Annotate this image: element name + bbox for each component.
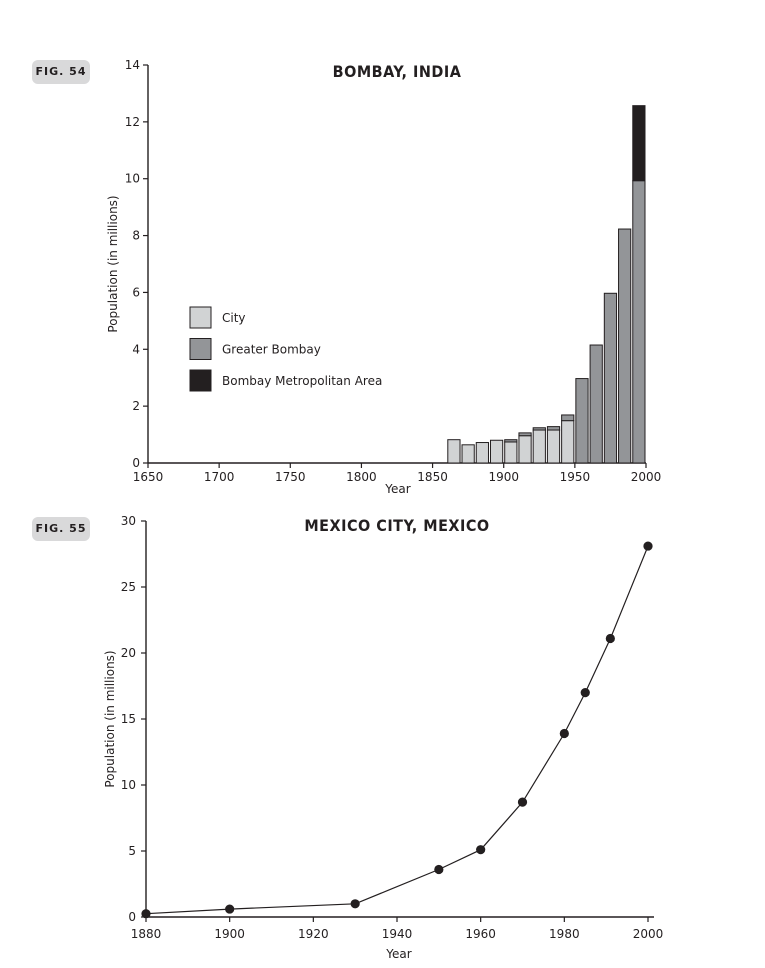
bars: [447, 105, 646, 464]
y-tick-label: 10: [121, 778, 136, 792]
y-tick-label: 10: [125, 172, 140, 186]
x-tick-label: 1940: [382, 927, 413, 941]
y-tick-label: 15: [121, 712, 136, 726]
y-tick-label: 2: [132, 399, 140, 413]
chart-title: BOMBAY, INDIA: [333, 62, 462, 81]
bar-metro: [632, 105, 646, 182]
x-tick-label: 1980: [549, 927, 580, 941]
data-point: [605, 633, 615, 644]
y-tick-label: 5: [128, 844, 136, 858]
data-point: [350, 899, 360, 909]
bar-greater: [532, 427, 546, 431]
bar-greater: [561, 414, 575, 422]
y-tick-label: 30: [121, 514, 136, 528]
bar-greater: [618, 228, 632, 464]
legend-swatch-city: [189, 306, 212, 329]
bar-city: [461, 444, 475, 464]
bar-city: [489, 439, 504, 464]
y-tick-label: 0: [128, 910, 136, 924]
y-tick-label: 4: [132, 342, 140, 356]
bar-greater: [546, 426, 561, 431]
data-point: [643, 541, 653, 551]
legend-label-metro: Bombay Metropolitan Area: [222, 374, 382, 388]
bar-greater: [589, 344, 603, 464]
fig-55-badge: FIG. 55: [32, 517, 90, 541]
bar-greater: [518, 432, 532, 437]
bar-city: [475, 442, 489, 464]
x-tick-label: 1700: [204, 470, 235, 484]
bar-city: [447, 439, 461, 464]
series: [141, 541, 653, 919]
x-tick-label: 1900: [214, 927, 245, 941]
y-tick-label: 25: [121, 580, 136, 594]
data-point: [517, 797, 528, 807]
legend-swatch-metro: [189, 369, 212, 392]
x-tick-label: 2000: [631, 470, 662, 484]
data-point: [559, 728, 569, 739]
axes: 0 5 10 15 20 25 30 1880 1900 1920 1940 1960 1980 2000: [121, 514, 664, 941]
y-axis-title: Population (in millions): [103, 650, 117, 787]
y-tick-label: 0: [132, 456, 140, 470]
y-tick-label: 12: [125, 115, 140, 129]
bombay-population-chart: BOMBAY, INDIA 0 2 4 6 8 10 12 14 1650 1700 1750 180…: [106, 58, 662, 496]
y-tick-label: 14: [125, 58, 140, 72]
legend-label-greater: Greater Bombay: [222, 343, 321, 357]
y-tick-label: 20: [121, 646, 136, 660]
series-line: [145, 545, 649, 915]
legend-label-city: City: [222, 311, 246, 325]
bar-greater: [504, 439, 518, 443]
x-tick-label: 1850: [417, 470, 448, 484]
x-tick-label: 2000: [633, 927, 664, 941]
x-axis-title: Year: [384, 482, 410, 496]
legend-swatch-greater: [189, 338, 212, 360]
y-tick-label: 8: [132, 229, 140, 243]
x-tick-label: 1900: [488, 470, 519, 484]
x-tick-label: 1880: [131, 927, 162, 941]
x-tick-label: 1950: [560, 470, 591, 484]
data-point: [141, 909, 151, 919]
data-point: [476, 845, 486, 855]
data-point: [434, 864, 444, 875]
data-point: [225, 904, 235, 914]
bar-greater: [575, 378, 589, 464]
legend: City Greater Bombay Bombay Metropolitan Ar…: [189, 306, 382, 392]
chart-title: MEXICO CITY, MEXICO: [304, 516, 489, 535]
x-tick-label: 1920: [298, 927, 329, 941]
y-axis-title: Population (in millions): [106, 195, 120, 332]
x-tick-label: 1960: [465, 927, 496, 941]
bar-greater: [603, 292, 618, 464]
data-point: [580, 688, 590, 698]
x-tick-label: 1750: [275, 470, 306, 484]
y-tick-label: 6: [132, 285, 140, 299]
x-axis-title: Year: [385, 947, 411, 961]
x-tick-label: 1800: [346, 470, 377, 484]
fig-54-badge: FIG. 54: [32, 60, 90, 84]
x-tick-label: 1650: [133, 470, 164, 484]
